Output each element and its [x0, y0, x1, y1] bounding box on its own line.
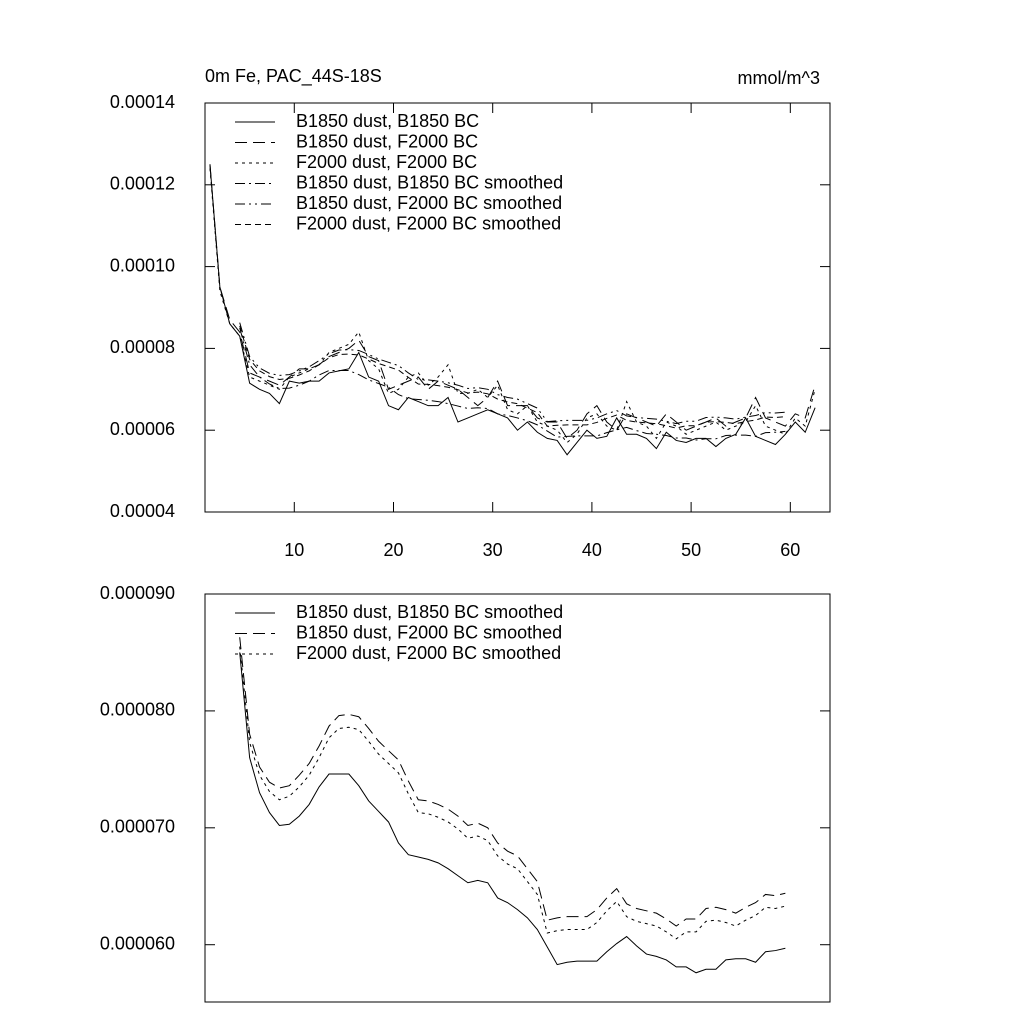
x-tick-label: 40: [582, 540, 602, 560]
y-tick-label: 0.000070: [100, 817, 175, 837]
data-line: [239, 325, 786, 429]
data-line: [239, 646, 786, 940]
legend-label: B1850 dust, B1850 BC: [296, 111, 479, 131]
data-line: [239, 637, 786, 927]
legend-label: B1850 dust, F2000 BC smoothed: [296, 622, 562, 642]
legend-label: F2000 dust, F2000 BC: [296, 152, 477, 172]
y-tick-label: 0.00014: [110, 92, 175, 112]
legend-label: B1850 dust, F2000 BC smoothed: [296, 193, 562, 213]
chart-title: 0m Fe, PAC_44S-18S: [205, 66, 382, 87]
legend-label: B1850 dust, F2000 BC: [296, 131, 478, 151]
legend-label: B1850 dust, B1850 BC smoothed: [296, 602, 563, 622]
y-tick-label: 0.00012: [110, 174, 175, 194]
data-line: [239, 652, 786, 974]
legend-label: F2000 dust, F2000 BC smoothed: [296, 643, 561, 663]
y-tick-label: 0.00004: [110, 501, 175, 521]
data-line: [239, 322, 786, 425]
data-line: [239, 327, 786, 441]
legend-label: F2000 dust, F2000 BC smoothed: [296, 213, 561, 233]
y-tick-label: 0.000090: [100, 583, 175, 603]
plot-frame: [204, 102, 831, 513]
x-tick-label: 10: [284, 540, 304, 560]
x-tick-label: 60: [780, 540, 800, 560]
plot-frame: [204, 593, 831, 1003]
y-tick-label: 0.000080: [100, 700, 175, 720]
legend-label: B1850 dust, B1850 BC smoothed: [296, 172, 563, 192]
x-tick-label: 50: [681, 540, 701, 560]
y-tick-label: 0.00008: [110, 337, 175, 357]
x-tick-label: 20: [383, 540, 403, 560]
data-line: [209, 168, 816, 444]
x-tick-label: 30: [483, 540, 503, 560]
y-tick-label: 0.00010: [110, 255, 175, 275]
y-tick-label: 0.00006: [110, 419, 175, 439]
y-tick-label: 0.000060: [100, 933, 175, 953]
data-line: [209, 164, 816, 456]
units-label: mmol/m^3: [738, 68, 820, 88]
